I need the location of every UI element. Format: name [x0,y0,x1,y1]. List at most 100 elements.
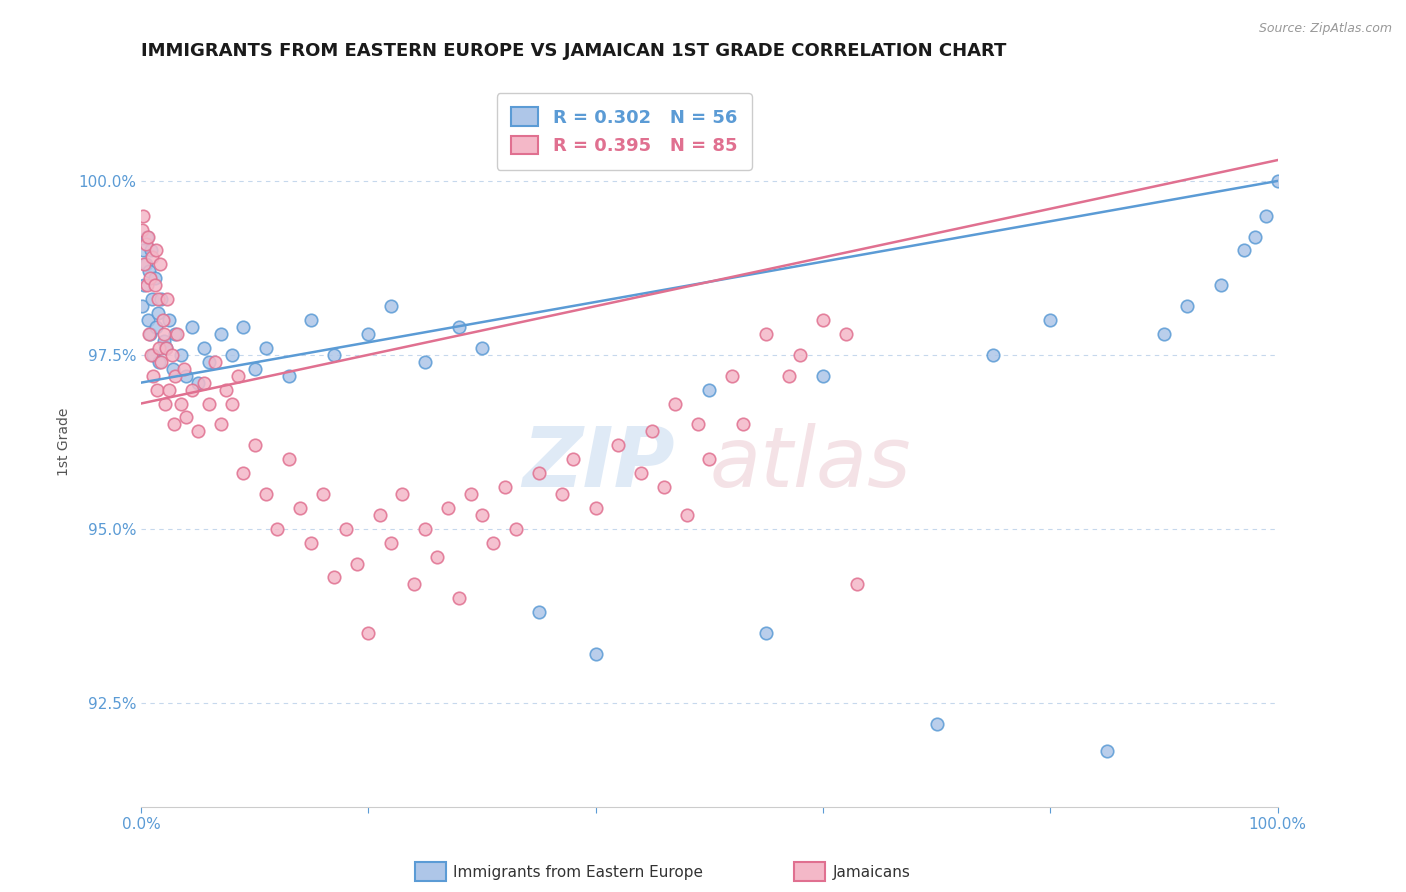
Point [527,605,550,619]
Point [209,326,232,341]
Point [135,229,157,244]
Point [139,326,162,341]
Point [150,292,173,306]
Point [357,326,380,341]
Point [145,320,167,334]
Point [198,396,221,410]
Point [134,257,156,271]
Point [160,348,183,362]
Text: atlas: atlas [709,423,911,504]
Point [1039,313,1062,327]
Point [157,383,180,397]
Point [232,320,254,334]
Point [402,577,425,591]
Point [380,535,402,549]
Point [226,368,249,383]
Point [391,487,413,501]
Point [165,326,187,341]
Point [323,570,346,584]
Point [143,278,166,293]
Point [335,522,357,536]
Point [697,452,720,467]
Point [193,376,215,390]
Point [1209,278,1232,293]
Point [145,244,167,258]
Point [143,271,166,285]
Point [193,341,215,355]
Point [755,626,778,640]
Point [585,647,607,661]
Point [277,368,299,383]
Y-axis label: 1st Grade: 1st Grade [58,408,72,476]
Point [152,326,174,341]
Point [165,368,187,383]
Point [141,251,163,265]
Point [1153,326,1175,341]
Point [173,361,195,376]
Point [141,292,163,306]
Point [142,348,165,362]
Point [1175,299,1198,313]
Point [811,313,834,327]
Point [630,466,652,480]
Point [733,417,755,432]
Point [721,368,744,383]
Point [1232,244,1254,258]
Point [471,341,494,355]
Point [561,452,583,467]
Point [449,320,471,334]
Point [149,257,172,271]
Point [413,522,436,536]
Text: Immigrants from Eastern Europe: Immigrants from Eastern Europe [453,865,703,880]
Point [1267,174,1289,188]
Point [162,361,184,376]
Point [323,348,346,362]
Point [198,355,221,369]
Text: ZIP: ZIP [523,423,675,504]
Point [134,278,156,293]
Point [136,229,159,244]
Point [675,508,697,522]
Point [146,383,169,397]
Point [170,396,193,410]
Point [288,500,311,515]
Point [789,348,811,362]
Point [449,591,471,606]
Point [148,355,170,369]
Point [527,466,550,480]
Point [505,522,527,536]
Point [150,355,173,369]
Point [254,341,277,355]
Point [380,299,402,313]
Point [1256,209,1278,223]
Point [156,292,179,306]
Point [132,209,155,223]
Point [209,417,232,432]
Point [460,487,482,501]
Point [176,410,198,425]
Point [181,383,204,397]
Point [221,396,243,410]
Text: Jamaicans: Jamaicans [832,865,910,880]
Point [494,480,516,494]
Point [1095,744,1118,758]
Point [136,313,159,327]
Point [312,487,335,501]
Point [368,508,391,522]
Point [142,368,165,383]
Point [550,487,572,501]
Point [413,355,436,369]
Point [148,341,170,355]
Point [221,348,243,362]
Point [697,383,720,397]
Point [232,466,254,480]
Point [152,334,174,348]
Point [254,487,277,501]
Point [301,313,323,327]
Point [215,383,238,397]
Point [138,264,160,278]
Point [346,557,368,571]
Point [152,313,174,327]
Point [166,326,188,341]
Point [187,376,209,390]
